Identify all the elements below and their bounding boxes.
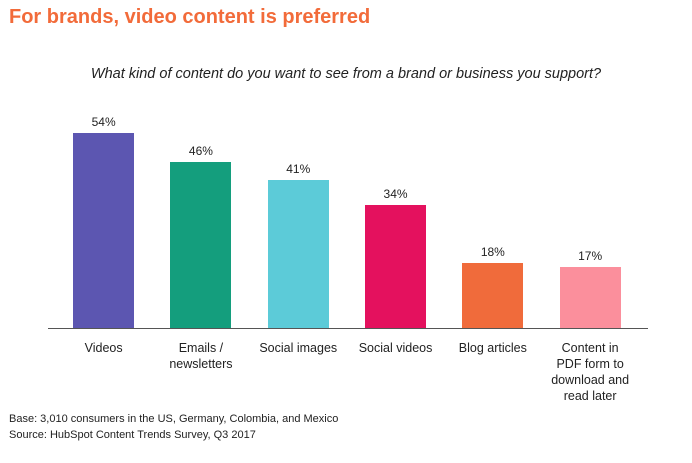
bar <box>73 133 135 328</box>
bar <box>267 179 329 328</box>
baseline <box>48 328 648 329</box>
x-tick-label: Content in PDF form to download and read… <box>551 341 630 403</box>
note: Source: HubSpot Content Trends Survey, Q… <box>9 429 256 441</box>
note: Base: 3,010 consumers in the US, Germany… <box>9 413 339 425</box>
value-label: 17% <box>578 248 603 263</box>
x-tick-label: Videos <box>84 341 123 355</box>
value-label: 41% <box>286 161 311 176</box>
x-tick-label: Social images <box>259 341 338 355</box>
bar <box>462 263 524 328</box>
value-label: 34% <box>383 187 408 202</box>
value-label: 46% <box>188 143 213 158</box>
x-tick-label: Emails / newsletters <box>169 341 233 371</box>
bar <box>365 205 427 328</box>
bar <box>170 161 232 328</box>
value-label: 18% <box>480 245 505 260</box>
value-label: 54% <box>91 115 116 130</box>
chart-title: For brands, video content is preferred <box>9 6 371 28</box>
x-tick-label: Blog articles <box>458 341 527 355</box>
chart-subtitle: What kind of content do you want to see … <box>90 66 602 82</box>
bar <box>559 266 621 328</box>
x-tick-label: Social videos <box>358 341 433 355</box>
